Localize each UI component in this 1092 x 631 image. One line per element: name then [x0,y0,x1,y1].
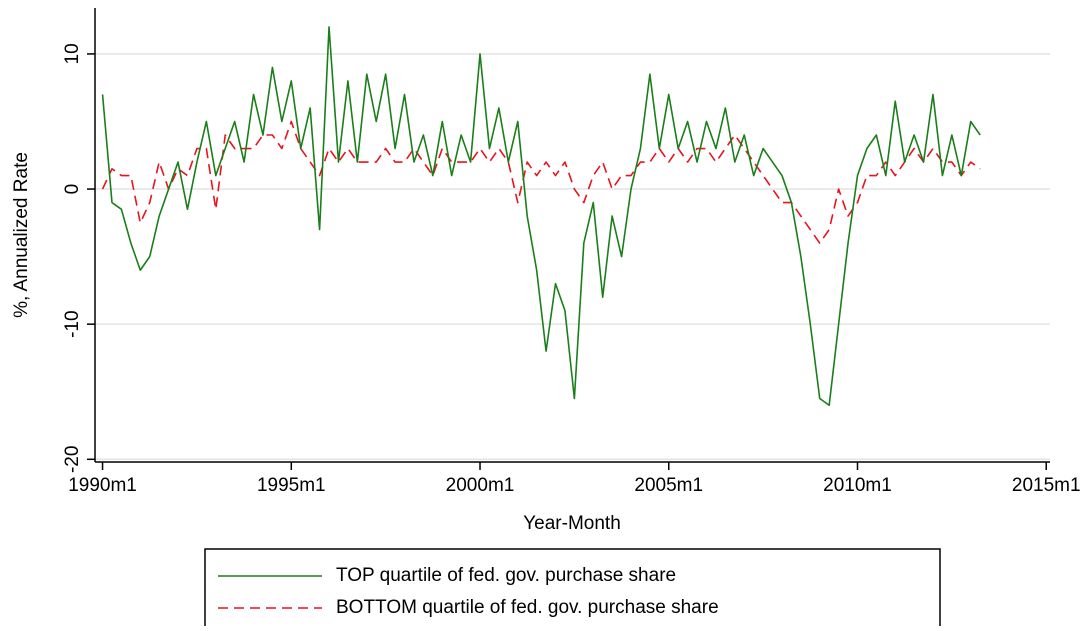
legend-box [204,548,941,631]
y-tick-label: 10 [62,43,83,64]
x-tick-label: 2010m1 [823,475,892,496]
x-tick-label: 1995m1 [257,475,326,496]
series-line [101,120,981,244]
legend-label: BOTTOM quartile of fed. gov. purchase sh… [336,597,719,618]
x-axis-label: Year-Month [523,513,621,534]
x-tick-label: 2005m1 [634,475,703,496]
y-axis-label: %, Annualized Rate [11,152,32,318]
x-tick-label: 2000m1 [446,475,515,496]
y-tick-label: -20 [62,446,83,473]
x-tick-label: 1990m1 [68,475,137,496]
y-tick-label: 0 [62,184,83,195]
y-tick-label: -10 [62,310,83,337]
legend-label: TOP quartile of fed. gov. purchase share [336,565,676,586]
x-tick-label: 2015m1 [1012,475,1081,496]
series-line [101,26,981,407]
